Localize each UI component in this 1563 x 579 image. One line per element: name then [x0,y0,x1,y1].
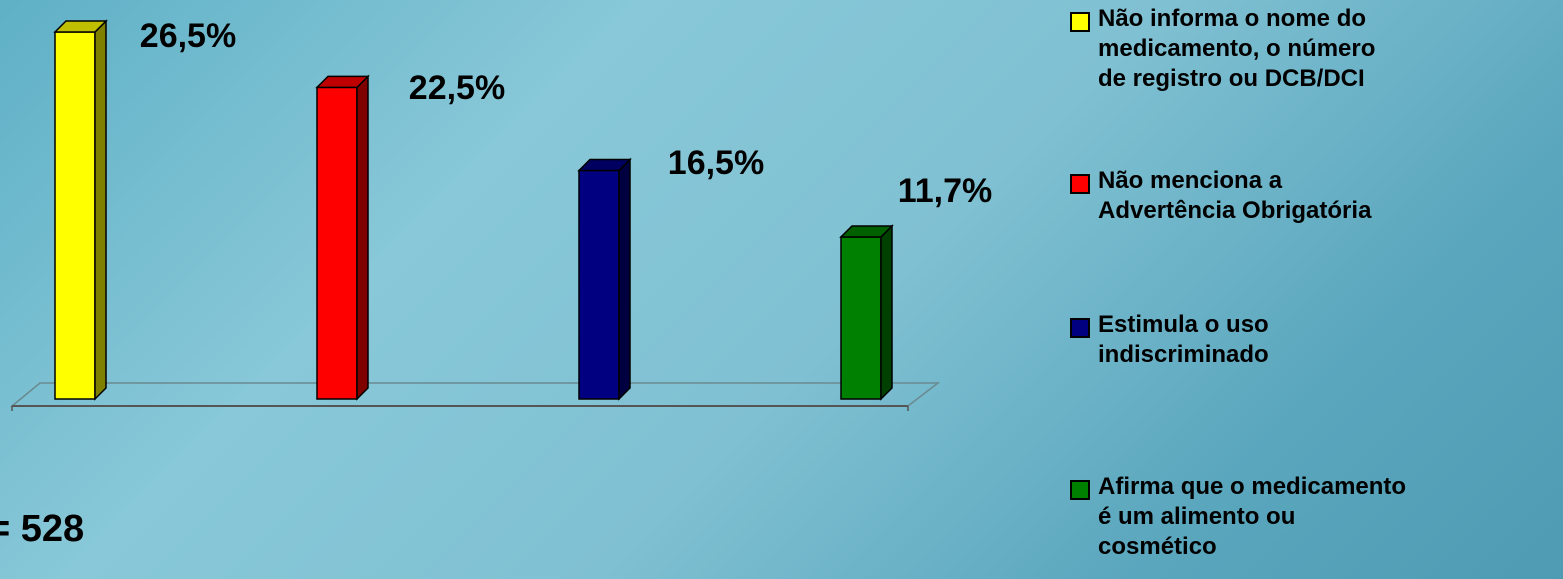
bar-1 [53,19,108,401]
bar-front-face [840,236,882,400]
chart-floor-plane [9,382,941,407]
bar-value-label: 26,5% [140,17,236,55]
bar-front-face [578,169,620,400]
bar-top-face [577,158,632,172]
legend-label: Não informa o nome do medicamento, o núm… [1098,5,1376,92]
legend-item-nome-medicamento: Não informa o nome do medicamento, o núm… [1070,4,1553,94]
bar-side-face [356,74,369,401]
chart-floor [9,382,941,411]
chart-legend: Não informa o nome do medicamento, o núm… [1070,0,1560,579]
bar-top-face [839,225,894,238]
bar-4 [839,224,894,401]
legend-item-advertencia: Não menciona a Advertência Obrigatória [1070,166,1553,226]
bar-value-label: 16,5% [668,144,764,182]
legend-swatch-yellow [1070,12,1090,32]
legend-label: Não menciona a Advertência Obrigatória [1098,167,1372,224]
bar-value-label: 22,5% [409,69,505,107]
chart-bars [53,19,894,401]
bar-3 [577,157,632,401]
bar-2 [315,74,370,401]
bar-front-face [54,31,96,400]
legend-item-uso-indiscriminado: Estimula o uso indiscriminado [1070,310,1553,370]
bar-top-face [315,75,370,89]
legend-swatch-green [1070,480,1090,500]
sample-size-label: = 528 [0,508,85,550]
legend-label: Afirma que o medicamento é um alimento o… [1098,473,1407,560]
bar-chart: 26,5% 22,5% 16,5% 11,7% [9,17,992,411]
legend-label: Estimula o uso indiscriminado [1098,311,1269,368]
chart-value-labels: 26,5% 22,5% 16,5% 11,7% [140,17,992,210]
legend-swatch-blue [1070,318,1090,338]
legend-swatch-red [1070,174,1090,194]
bar-side-face [94,19,107,401]
bar-top-face [53,20,108,33]
bar-side-face [618,157,631,401]
bar-front-face [316,86,358,400]
bar-value-label: 11,7% [898,172,993,210]
legend-item-alimento-cosmetico: Afirma que o medicamento é um alimento o… [1070,472,1553,562]
bar-side-face [880,224,893,401]
